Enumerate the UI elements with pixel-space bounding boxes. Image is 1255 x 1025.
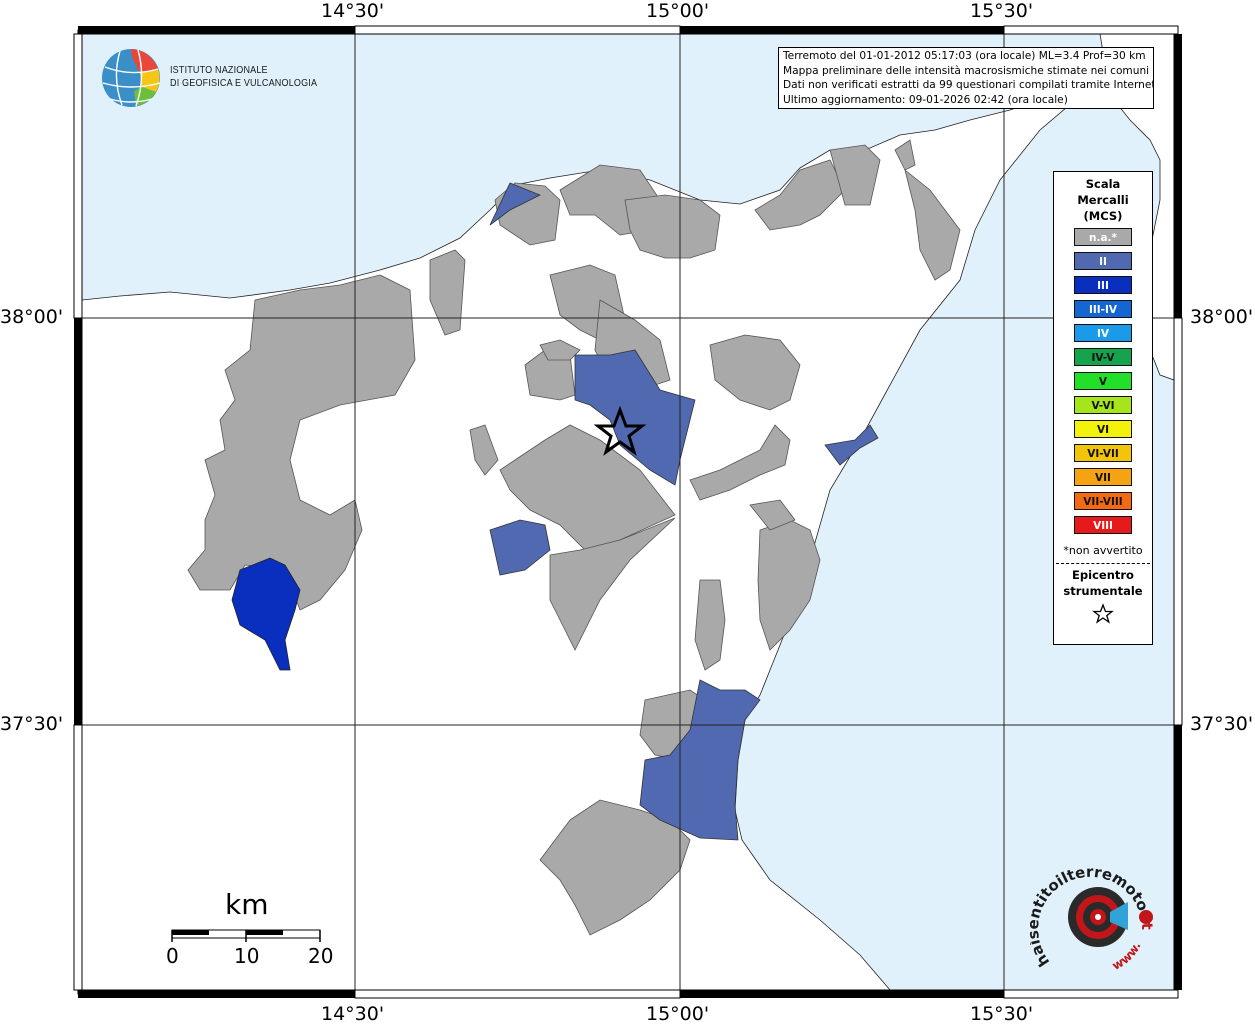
intensity-iii-municipality	[231, 557, 301, 671]
legend-title-line1: Scala	[1085, 177, 1121, 191]
coord-right-3730: 37°30'	[1190, 713, 1254, 735]
legend-item-vii: VII	[1074, 468, 1132, 486]
scale-unit-label: km	[225, 888, 269, 921]
intensity-ii-municipalities	[489, 182, 879, 841]
ingv-name-line1: ISTITUTO NAZIONALE	[170, 64, 268, 76]
legend-separator	[1056, 563, 1150, 564]
legend-item-iii-iv: III-IV	[1074, 300, 1132, 318]
legend-epicenter-line1: Epicentro	[1072, 568, 1134, 582]
legend-star-icon	[1054, 603, 1152, 629]
legend-item-ii: II	[1074, 252, 1132, 270]
legend-epicenter-label: Epicentro strumentale	[1054, 567, 1152, 599]
info-line-event: Terremoto del 01-01-2012 05:17:03 (ora l…	[783, 50, 1146, 62]
event-info-box: Terremoto del 01-01-2012 05:17:03 (ora l…	[778, 47, 1154, 109]
coord-left-3800: 38°00'	[0, 306, 64, 328]
legend-title-line2: Mercalli	[1077, 193, 1129, 207]
coord-top-1500: 15°00'	[646, 0, 710, 22]
coord-top-1430: 14°30'	[321, 0, 385, 22]
info-line-data: Dati non verificati estratti da 99 quest…	[783, 79, 1154, 91]
map-frame	[73, 25, 1183, 999]
legend-item-vi-vii: VI-VII	[1074, 444, 1132, 462]
legend-item-n-a: n.a.*	[1074, 228, 1132, 246]
coord-right-3800: 38°00'	[1190, 306, 1254, 328]
intensity-legend: Scala Mercalli (MCS) n.a.* II III III-IV IV I…	[1053, 171, 1153, 645]
scale-tick-20: 20	[308, 944, 334, 968]
ingv-name-line2: DI GEOFISICA E VULCANOLOGIA	[170, 77, 318, 89]
svg-text:www.: www.	[1110, 940, 1144, 973]
legend-item-vi: VI	[1074, 420, 1132, 438]
coord-top-1530: 15°30'	[970, 0, 1034, 22]
ingv-logo	[100, 47, 320, 109]
epicenter-star-icon	[593, 405, 647, 456]
coord-bottom-1430: 14°30'	[321, 1003, 385, 1025]
legend-title: Scala Mercalli (MCS)	[1054, 176, 1152, 224]
info-line-update: Ultimo aggiornamento: 09-01-2026 02:42 (…	[783, 93, 1068, 106]
legend-item-iii: III	[1074, 276, 1132, 294]
legend-epicenter-line2: strumentale	[1063, 584, 1143, 598]
ingv-globe-icon	[102, 49, 161, 107]
logo-www-text: www.	[1110, 940, 1144, 973]
legend-item-iv-v: IV-V	[1074, 348, 1132, 366]
info-line-map: Mappa preliminare delle intensità macros…	[783, 64, 1150, 77]
legend-title-line3: (MCS)	[1083, 209, 1123, 223]
legend-item-vii-viii: VII-VIII	[1074, 492, 1132, 510]
legend-item-viii: VIII	[1074, 516, 1132, 534]
ingv-name: ISTITUTO NAZIONALE DI GEOFISICA E VULCAN…	[170, 64, 317, 90]
legend-item-iv: IV	[1074, 324, 1132, 342]
coord-bottom-1500: 15°00'	[646, 1003, 710, 1025]
legend-note: *non avvertito	[1063, 544, 1143, 557]
scale-tick-10: 10	[234, 944, 260, 968]
coord-bottom-1530: 15°30'	[970, 1003, 1034, 1025]
legend-item-v-vi: V-VI	[1074, 396, 1132, 414]
scale-tick-0: 0	[166, 944, 179, 968]
haisentito-logo[interactable]: haisentitoilterremoto.it www.	[1024, 862, 1160, 981]
coord-left-3730: 37°30'	[0, 713, 64, 735]
seismometer-logo-icon: haisentitoilterremoto.it www.	[1024, 863, 1157, 973]
scale-bar	[171, 929, 321, 942]
graticule	[82, 34, 1174, 990]
legend-item-v: V	[1074, 372, 1132, 390]
legend-items: n.a.* II III III-IV IV IV-V V V-VI VI VI-VII VII VI…	[1054, 228, 1152, 534]
logo-tld-text: .it	[1136, 908, 1157, 930]
